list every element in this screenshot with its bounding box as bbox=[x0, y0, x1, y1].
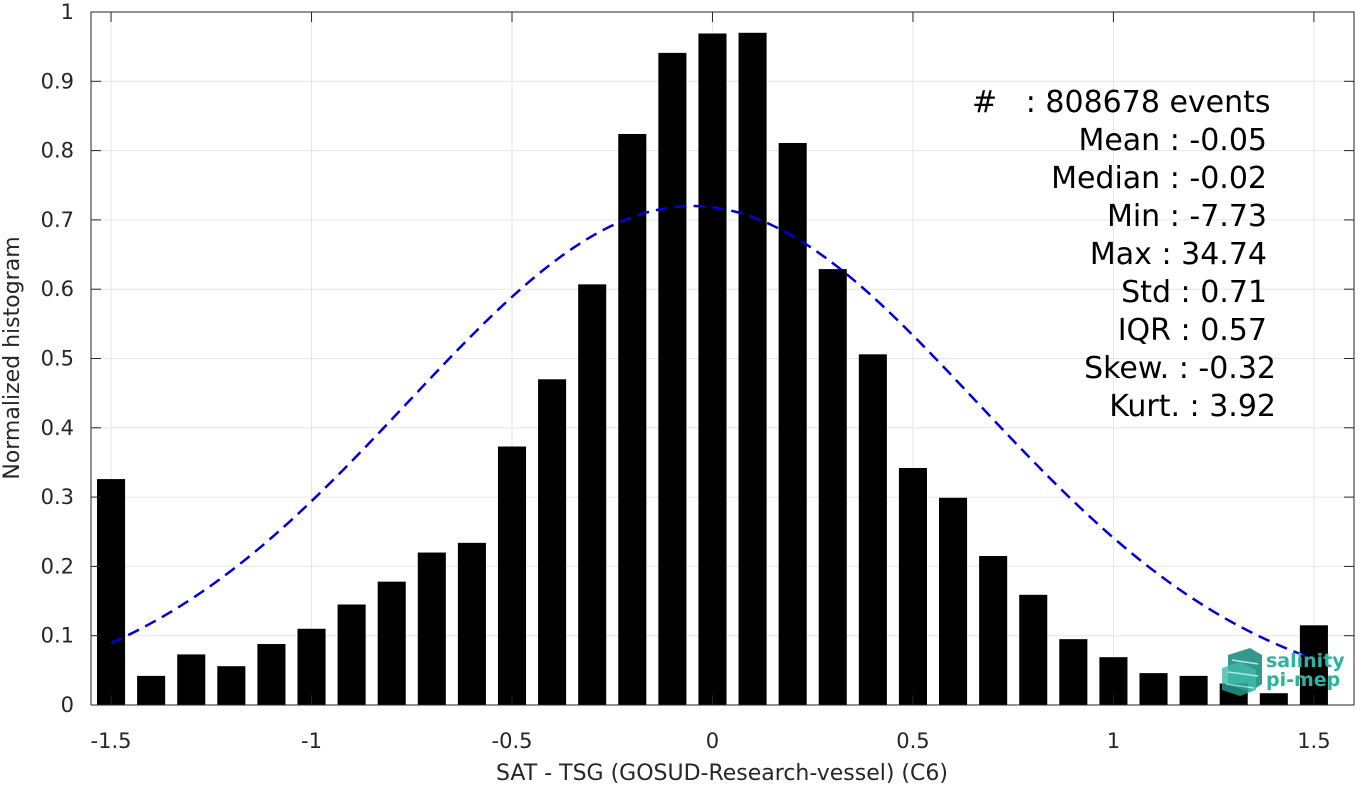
histogram-bar bbox=[738, 32, 767, 706]
stats-annotation: # : 808678 events Mean : -0.05 Median : … bbox=[972, 85, 1276, 424]
histogram-bar bbox=[979, 556, 1008, 705]
y-tick-label: 0.4 bbox=[41, 416, 74, 440]
histogram-bar bbox=[297, 628, 326, 705]
y-tick-label: 0.7 bbox=[41, 208, 74, 232]
x-tick-label: -1 bbox=[301, 729, 322, 753]
histogram-bar bbox=[858, 354, 887, 705]
histogram-bar bbox=[97, 479, 126, 705]
stat-max: Max : 34.74 bbox=[1090, 237, 1267, 272]
logo-text-salinity: salinity bbox=[1266, 650, 1345, 672]
histogram-bar bbox=[818, 269, 847, 705]
x-axis-title: SAT - TSG (GOSUD-Research-vessel) (C6) bbox=[496, 761, 948, 785]
histogram-bar bbox=[578, 284, 607, 705]
histogram-bar bbox=[698, 33, 727, 705]
y-tick-label: 0.2 bbox=[41, 554, 74, 578]
histogram-bar bbox=[1259, 693, 1288, 705]
x-tick-label: 0.5 bbox=[896, 729, 929, 753]
y-axis-title: Normalized histogram bbox=[0, 236, 25, 479]
stat-min: Min : -7.73 bbox=[1107, 199, 1267, 234]
stat-skew: Skew. : -0.32 bbox=[1084, 351, 1276, 386]
histogram-bar bbox=[778, 142, 807, 706]
x-tick-label: 1 bbox=[1107, 729, 1120, 753]
stat-kurt: Kurt. : 3.92 bbox=[1109, 389, 1276, 424]
y-tick-label: 0.9 bbox=[41, 69, 74, 93]
x-tick-label: 0 bbox=[706, 729, 719, 753]
y-tick-label: 0.8 bbox=[41, 139, 74, 163]
y-tick-label: 1 bbox=[61, 0, 74, 24]
histogram-bar bbox=[497, 446, 527, 705]
histogram-bar bbox=[457, 542, 486, 705]
salinity-pi-mep-logo: salinity pi-mep bbox=[1222, 648, 1345, 696]
x-tick-label: 1.5 bbox=[1297, 729, 1330, 753]
histogram-bar bbox=[1299, 625, 1328, 705]
stat-mean: Mean : -0.05 bbox=[1078, 123, 1267, 158]
histogram-bar bbox=[658, 52, 687, 705]
y-tick-label: 0.5 bbox=[41, 347, 74, 371]
y-tick-label: 0 bbox=[61, 693, 74, 717]
histogram-bar bbox=[618, 133, 647, 705]
histogram-bar bbox=[337, 604, 366, 705]
histogram-bar bbox=[417, 552, 446, 705]
histogram-bar bbox=[939, 497, 968, 705]
histogram-bar bbox=[377, 581, 406, 705]
stat-iqr: IQR : 0.57 bbox=[1118, 313, 1267, 348]
histogram-bar bbox=[137, 675, 166, 705]
histogram-bar bbox=[538, 379, 567, 705]
histogram-bar bbox=[177, 654, 206, 705]
logo-text-pimep: pi-mep bbox=[1266, 669, 1340, 691]
histogram-bars bbox=[97, 32, 1328, 706]
histogram-bar bbox=[1059, 639, 1088, 705]
histogram-bar bbox=[1019, 594, 1048, 705]
y-tick-label: 0.1 bbox=[41, 624, 74, 648]
x-tick-label: -0.5 bbox=[492, 729, 533, 753]
globe-logo-icon bbox=[1222, 648, 1262, 696]
histogram-bar bbox=[217, 666, 246, 705]
y-tick-label: 0.3 bbox=[41, 485, 74, 509]
stat-median: Median : -0.02 bbox=[1051, 161, 1267, 196]
stat-events: # : 808678 events bbox=[972, 85, 1271, 120]
histogram-bar bbox=[1179, 675, 1208, 705]
stat-std: Std : 0.71 bbox=[1121, 275, 1267, 310]
y-axis-ticks: 0 0.1 0.2 0.3 0.4 0.5 0.6 0.7 0.8 0.9 1 bbox=[41, 0, 1354, 717]
histogram-bar bbox=[1139, 673, 1168, 705]
histogram-bar bbox=[898, 467, 927, 705]
histogram-bar bbox=[257, 644, 286, 705]
x-tick-label: -1.5 bbox=[91, 729, 132, 753]
x-axis-ticks: -1.5 -1 -0.5 0 0.5 1 1.5 bbox=[91, 12, 1331, 753]
y-tick-label: 0.6 bbox=[41, 277, 74, 301]
